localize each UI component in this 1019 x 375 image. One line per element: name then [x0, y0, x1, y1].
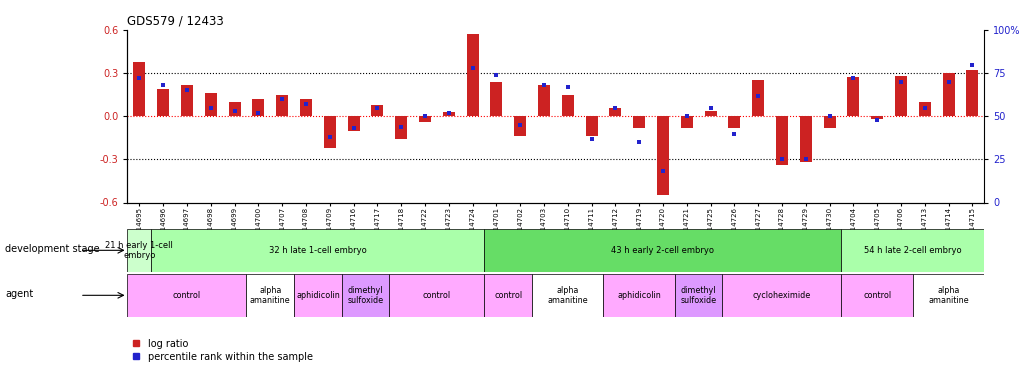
- Bar: [247, 274, 293, 317]
- Bar: [799, 116, 811, 162]
- Bar: [151, 229, 484, 272]
- Bar: [532, 274, 603, 317]
- Bar: [895, 76, 906, 116]
- Bar: [675, 274, 721, 317]
- Bar: [157, 89, 169, 116]
- Bar: [775, 116, 787, 165]
- Bar: [822, 116, 835, 128]
- Bar: [466, 34, 478, 116]
- Bar: [841, 229, 983, 272]
- Bar: [721, 274, 841, 317]
- Text: agent: agent: [5, 290, 34, 299]
- Bar: [585, 116, 597, 136]
- Bar: [276, 95, 287, 116]
- Bar: [561, 95, 573, 116]
- Bar: [484, 229, 841, 272]
- Bar: [341, 274, 389, 317]
- Bar: [293, 274, 341, 317]
- Text: dimethyl
sulfoxide: dimethyl sulfoxide: [347, 286, 383, 305]
- Bar: [389, 274, 484, 317]
- Text: 43 h early 2-cell embryo: 43 h early 2-cell embryo: [611, 246, 713, 255]
- Text: control: control: [423, 291, 450, 300]
- Legend: log ratio, percentile rank within the sample: log ratio, percentile rank within the sa…: [132, 339, 313, 362]
- Bar: [419, 116, 430, 122]
- Bar: [490, 82, 501, 116]
- Bar: [253, 99, 264, 116]
- Bar: [728, 116, 740, 128]
- Bar: [133, 62, 146, 116]
- Text: control: control: [173, 291, 201, 300]
- Text: development stage: development stage: [5, 244, 100, 254]
- Bar: [127, 229, 151, 272]
- Bar: [323, 116, 335, 148]
- Text: alpha
amanitine: alpha amanitine: [927, 286, 968, 305]
- Text: 21 h early 1-cell
embryo: 21 h early 1-cell embryo: [105, 241, 173, 260]
- Bar: [514, 116, 526, 136]
- Bar: [704, 111, 715, 116]
- Bar: [751, 80, 763, 116]
- Bar: [870, 116, 882, 119]
- Bar: [442, 112, 454, 116]
- Text: alpha
amanitine: alpha amanitine: [250, 286, 290, 305]
- Text: 54 h late 2-cell embryo: 54 h late 2-cell embryo: [863, 246, 961, 255]
- Bar: [538, 85, 549, 116]
- Text: control: control: [494, 291, 522, 300]
- Text: control: control: [862, 291, 891, 300]
- Bar: [484, 274, 532, 317]
- Bar: [841, 274, 912, 317]
- Bar: [847, 78, 858, 116]
- Bar: [912, 274, 983, 317]
- Text: GDS579 / 12433: GDS579 / 12433: [127, 15, 224, 27]
- Bar: [181, 85, 193, 116]
- Text: aphidicolin: aphidicolin: [296, 291, 339, 300]
- Bar: [371, 105, 383, 116]
- Bar: [127, 274, 247, 317]
- Text: alpha
amanitine: alpha amanitine: [547, 286, 588, 305]
- Bar: [656, 116, 668, 195]
- Text: 32 h late 1-cell embryo: 32 h late 1-cell embryo: [269, 246, 367, 255]
- Text: dimethyl
sulfoxide: dimethyl sulfoxide: [680, 286, 716, 305]
- Bar: [918, 102, 929, 116]
- Bar: [942, 73, 954, 116]
- Bar: [603, 274, 675, 317]
- Bar: [347, 116, 359, 130]
- Text: cycloheximide: cycloheximide: [752, 291, 810, 300]
- Bar: [205, 93, 217, 116]
- Bar: [965, 70, 977, 116]
- Bar: [394, 116, 407, 139]
- Bar: [228, 102, 240, 116]
- Bar: [681, 116, 692, 128]
- Text: aphidicolin: aphidicolin: [616, 291, 660, 300]
- Bar: [608, 108, 621, 116]
- Bar: [300, 99, 312, 116]
- Bar: [633, 116, 644, 128]
